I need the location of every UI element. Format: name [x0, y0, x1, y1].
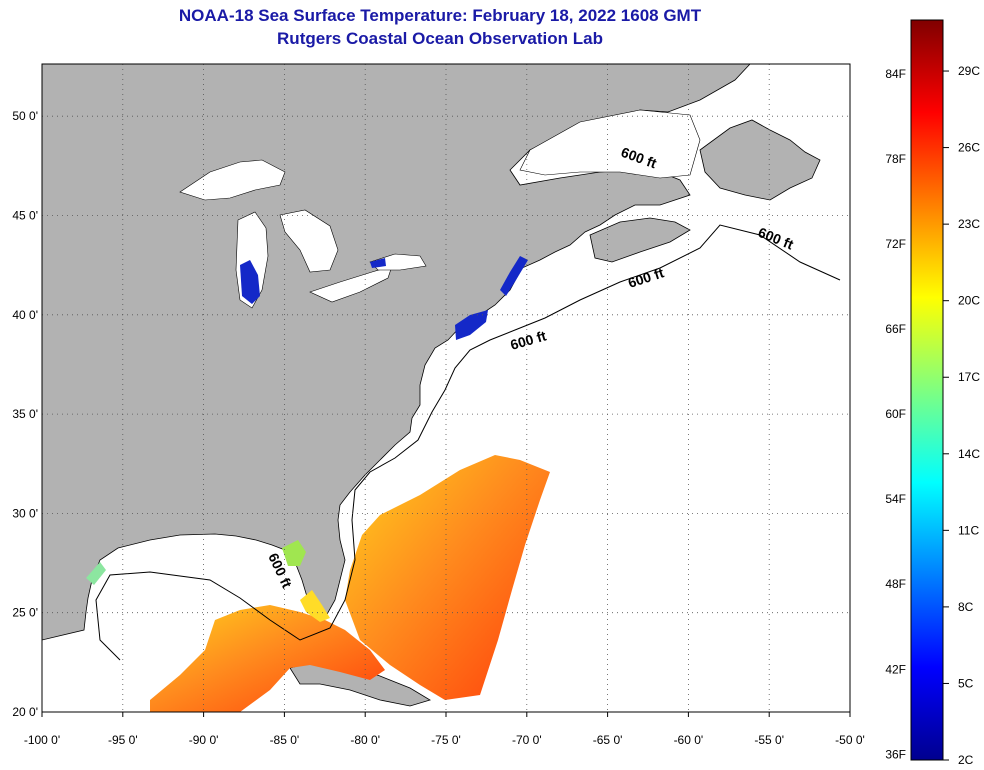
colorbar-f-label: 66F [885, 322, 906, 336]
lon-tick-label: -85 0' [270, 733, 300, 747]
newfoundland-land [699, 119, 821, 201]
colorbar-f-label: 42F [885, 662, 906, 676]
longitude-axis: -100 0' -95 0' -90 0' -85 0' -80 0' -75 0' -70… [24, 712, 865, 747]
cold-sst-lake-ontario [370, 258, 386, 268]
colorbar-f-label: 84F [885, 67, 906, 81]
lon-tick-label: -75 0' [431, 733, 461, 747]
colorbar-f-label: 36F [885, 747, 906, 761]
lat-tick-label: 35 0' [12, 407, 38, 421]
cold-sst-gulf-of-maine [500, 256, 528, 296]
green-sst-patch [282, 540, 306, 566]
lake-huron [279, 209, 339, 273]
lon-tick-label: -65 0' [593, 733, 623, 747]
lat-tick-label: 45 0' [12, 209, 38, 223]
colorbar-f-label: 72F [885, 237, 906, 251]
warm-sst-atlantic [345, 455, 550, 700]
colorbar [910, 19, 944, 761]
colorbar-ticks: 29C 26C 23C 20C 17C 14C 11C 8C 5C 2C 84F 78F 72F 66F 6… [885, 64, 980, 767]
colorbar-c-label: 17C [958, 370, 980, 384]
colorbar-f-label: 54F [885, 492, 906, 506]
colorbar-c-label: 20C [958, 294, 980, 308]
lake-erie [309, 265, 393, 303]
gulf-st-lawrence [519, 109, 701, 179]
lon-tick-label: -60 0' [674, 733, 704, 747]
lat-tick-label: 30 0' [12, 506, 38, 520]
green-sst-texas [86, 562, 106, 585]
colorbar-c-label: 2C [958, 753, 974, 767]
graticule [42, 64, 850, 712]
north-america-land [42, 64, 751, 641]
colorbar-f-label: 78F [885, 152, 906, 166]
warm-sst-gulf [150, 605, 385, 712]
lon-tick-label: -70 0' [512, 733, 542, 747]
colorbar-c-label: 8C [958, 600, 974, 614]
cold-sst-lake-michigan [240, 260, 260, 304]
colorbar-c-label: 5C [958, 676, 974, 690]
lat-tick-label: 25 0' [12, 606, 38, 620]
warm-sst-florida-shelf [300, 590, 330, 622]
colorbar-c-label: 29C [958, 64, 980, 78]
lon-tick-label: -80 0' [350, 733, 380, 747]
isobath-600ft [95, 224, 841, 661]
lon-tick-label: -55 0' [754, 733, 784, 747]
lon-tick-label: -50 0' [835, 733, 865, 747]
colorbar-c-label: 14C [958, 447, 980, 461]
colorbar-c-label: 26C [958, 141, 980, 155]
colorbar-c-label: 11C [958, 523, 979, 537]
lat-tick-label: 20 0' [12, 705, 38, 719]
colorbar-f-label: 48F [885, 577, 906, 591]
lat-tick-label: 40 0' [12, 308, 38, 322]
lat-tick-label: 50 0' [12, 109, 38, 123]
lake-superior [179, 159, 286, 201]
map-subtitle: Rutgers Coastal Ocean Observation Lab [277, 29, 603, 48]
latitude-axis: 20 0' 25 0' 30 0' 35 0' 40 0' 45 0' 50 0' [12, 109, 38, 719]
colorbar-c-label: 23C [958, 217, 980, 231]
lon-tick-label: -100 0' [24, 733, 60, 747]
colorbar-f-label: 60F [885, 407, 906, 421]
lon-tick-label: -95 0' [108, 733, 138, 747]
cold-sst-long-island-sound [455, 310, 488, 340]
lon-tick-label: -90 0' [189, 733, 219, 747]
map-title: NOAA-18 Sea Surface Temperature: Februar… [178, 6, 702, 25]
nova-scotia-land [589, 217, 691, 263]
